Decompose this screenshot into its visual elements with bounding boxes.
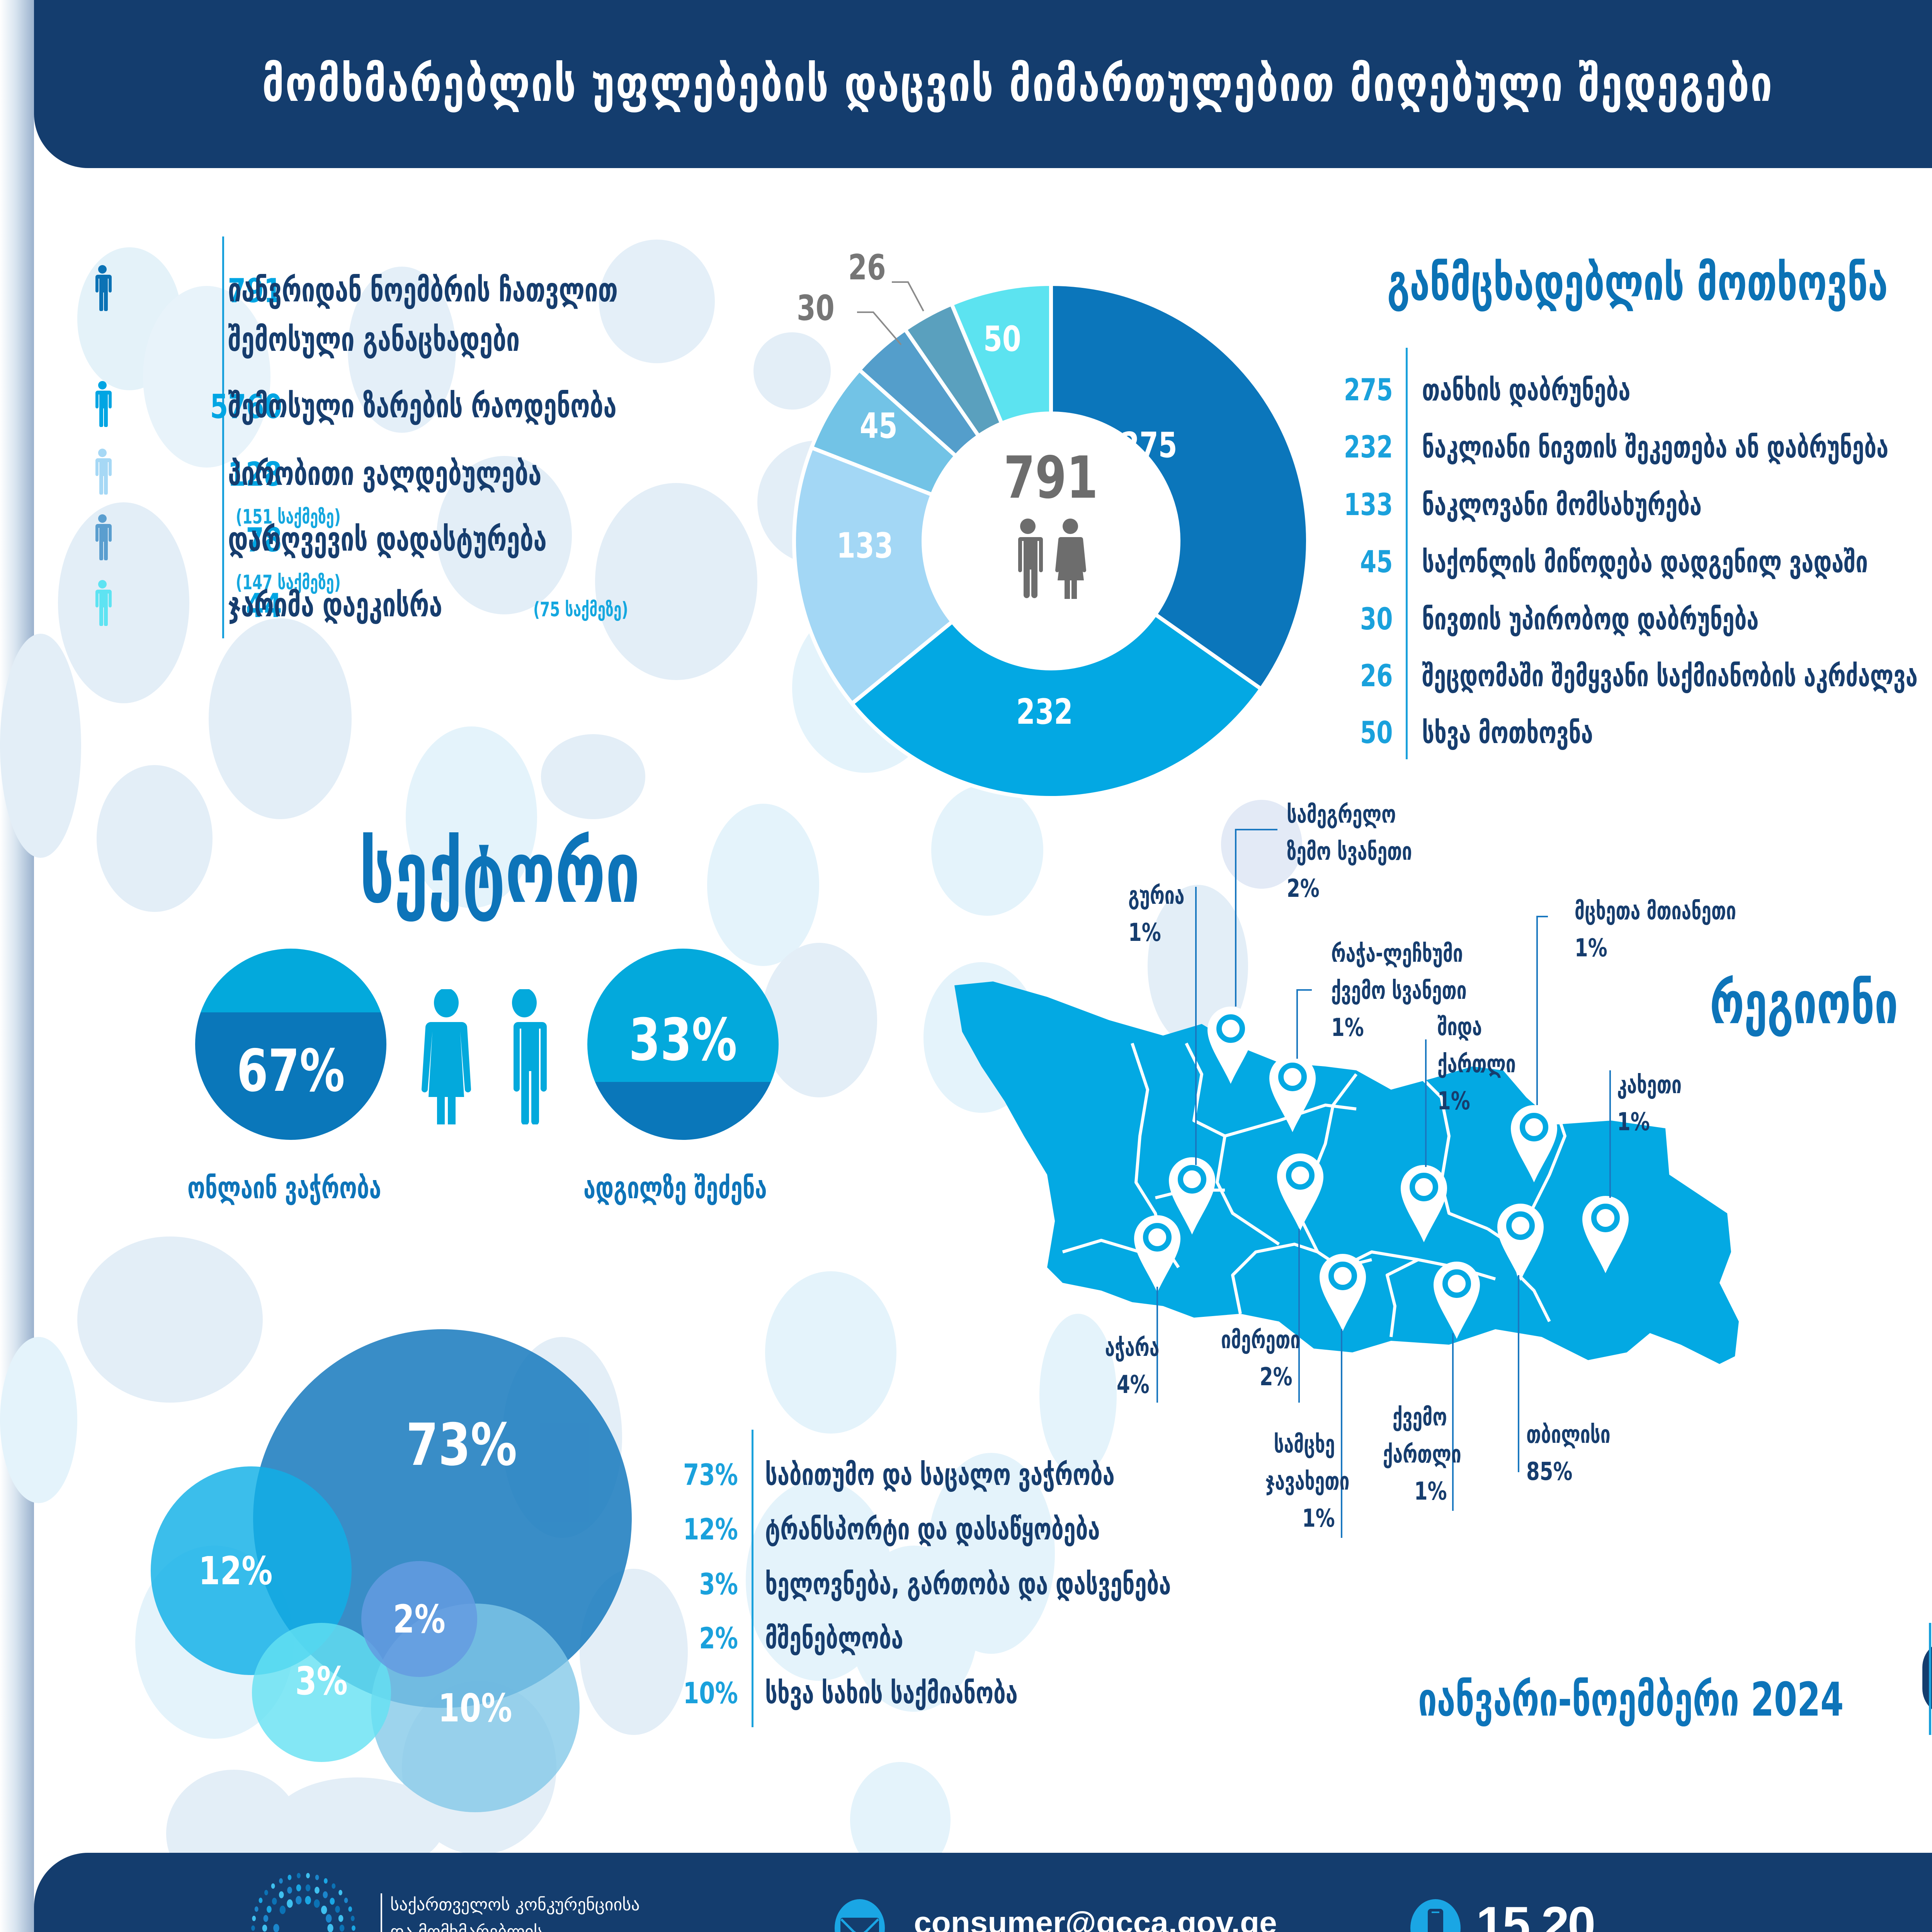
period-label: იანვარი-ნოემბერი 2024 <box>1418 1673 1844 1727</box>
donut-leader-lines <box>857 281 924 345</box>
donut-label-30: 30 <box>797 288 835 328</box>
online-pct: 67% <box>236 1037 345 1105</box>
industry-row: 12% ტრანსპორტი და დასაწყობება <box>683 1512 1100 1547</box>
request-row: 45 საქონლის მიწოდება დადგენილ ვადაში <box>1360 545 1868 580</box>
industry-divider <box>752 1430 753 1727</box>
man-woman-icon <box>422 989 547 1124</box>
stat-value: 128 <box>228 455 282 494</box>
map-pin-icon <box>1497 1204 1544 1281</box>
map-pin-icon <box>1434 1262 1480 1339</box>
offline-pct: 33% <box>629 1007 737 1074</box>
map-pin-icon <box>1511 1105 1557 1182</box>
region-label-shida-kartli: შიდა ქართლი 1% <box>1437 1013 1516 1116</box>
stat-row-violations: 78 დარღვევის დადასტურება(147 საქმეზე) <box>85 514 742 594</box>
industry-row: 10% სხვა სახის საქმიანობა <box>683 1676 1018 1711</box>
industry-row: 3% ხელოვნება, გართობა და დასვენება <box>699 1567 1171 1602</box>
request-row: 30 ნივთის უპირობოდ დაბრუნება <box>1360 602 1759 637</box>
map-pin-icon <box>1134 1215 1180 1293</box>
person-icon <box>95 381 112 427</box>
donut-total: 791 <box>1003 444 1099 512</box>
stat-row-applications: 791 იანვრიდან ნოემბრის ჩათვლით შემოსული … <box>85 265 742 359</box>
donut-label-50: 50 <box>983 319 1021 359</box>
contact-phone[interactable]: 15 20 <box>1476 1896 1595 1932</box>
industry-row: 73% საბითუმო და საცალო ვაჭრობა <box>683 1458 1115 1492</box>
agency-name: საქართველოს კონკურენციისა და მომხმარებლი… <box>390 1895 640 1932</box>
donut-label-45: 45 <box>860 406 898 446</box>
bubble-arts: 3% <box>252 1623 391 1762</box>
request-row: 50 სხვა მოთხოვნა <box>1360 716 1593 750</box>
stat-label: დარღვევის დადასტურება(147 საქმეზე) <box>228 520 547 594</box>
footer-divider <box>381 1893 382 1932</box>
agency-logo-icon <box>251 1873 355 1932</box>
stats-divider <box>222 236 224 638</box>
contact-email[interactable]: consumer@gcca.gov.ge <box>914 1905 1277 1932</box>
bubble-construction: 2% <box>361 1561 477 1677</box>
requests-divider <box>1406 348 1408 759</box>
region-label-samegrelo: სამეგრელო ზემო სვანეთი 2% <box>1287 800 1412 903</box>
requests-title: განმცხადებლის მოთხოვნა <box>1387 253 1888 312</box>
stat-label: პირობითი ვალდებულება(151 საქმეზე) <box>228 454 542 529</box>
region-label-racha: რაჭა-ლეჩხუმი ქვემო სვანეთი 1% <box>1331 939 1467 1042</box>
region-title: რეგიონი <box>1710 970 1898 1037</box>
request-row: 26 შეცდომაში შემყვანი საქმიანობის აკრძალვ… <box>1360 659 1918 694</box>
request-row: 133 ნაკლოვანი მომსახურება <box>1344 488 1702 522</box>
donut-label-275: 275 <box>1121 425 1177 466</box>
donut-label-133: 133 <box>837 526 893 566</box>
request-row: 232 ნაკლიანი ნივთის შეკეთება ან დაბრუნება <box>1344 430 1889 465</box>
stat-value: 5760 <box>210 388 282 426</box>
stat-row-conditional: 128 პირობითი ვალდებულება(151 საქმეზე) <box>85 448 742 529</box>
stat-row-calls: 5760 შემოსული ზარების რაოდენობა <box>85 381 742 427</box>
region-label-samtskhe: სამცხე ჯავახეთი 1% <box>1265 1430 1350 1533</box>
stat-label: შემოსული ზარების რაოდენობა <box>228 387 617 425</box>
stat-row-fines: 44 ჯარიმა დაეკისრა (75 საქმეზე) <box>85 580 742 626</box>
map-pin-icon <box>1401 1165 1447 1242</box>
stat-value: 44 <box>246 587 282 625</box>
request-row: 275 თანხის დაბრუნება <box>1344 373 1631 408</box>
region-label-kakheti: კახეთი 1% <box>1617 1071 1682 1136</box>
map-pin-icon <box>1169 1157 1215 1235</box>
person-icon <box>95 265 112 311</box>
sector-title: სექტორი <box>359 823 640 922</box>
person-icon <box>95 580 112 626</box>
left-edge-shadow <box>0 0 34 1932</box>
donut-label-26: 26 <box>848 247 886 288</box>
map-pin-icon <box>1320 1254 1366 1331</box>
region-label-adjara: აჭარა 4% <box>1105 1333 1160 1399</box>
donut-label-232: 232 <box>1016 692 1073 732</box>
header-banner: მომხმარებლის უფლებების დაცვის მიმართულებ… <box>34 0 1932 168</box>
requests-donut-chart: 791 26 30 275 232 133 45 50 <box>788 247 1314 804</box>
industry-row: 2% მშენებლობა <box>699 1621 903 1656</box>
map-pin-icon <box>1582 1196 1629 1273</box>
phone-icon <box>1410 1899 1461 1932</box>
page-title: მომხმარებლის უფლებების დაცვის მიმართულებ… <box>262 55 1774 113</box>
person-icon <box>95 449 112 495</box>
map-pin-icon <box>1269 1055 1316 1132</box>
region-label-guria: გურია 1% <box>1128 881 1185 947</box>
offline-label: ადგილზე შეძენა <box>583 1171 767 1206</box>
people-icon <box>1015 519 1086 599</box>
map-pin-icon <box>1208 1007 1254 1084</box>
region-label-tbilisi: თბილისი 85% <box>1526 1420 1611 1486</box>
map-pin-icon <box>1277 1153 1323 1231</box>
stat-label: ჯარიმა დაეკისრა (75 საქმეზე) <box>228 586 629 624</box>
online-circle: 67% <box>195 949 386 1140</box>
person-icon <box>95 514 112 560</box>
period-tab-line <box>1929 1623 1931 1735</box>
stat-label: იანვრიდან ნოემბრის ჩათვლით შემოსული განა… <box>228 271 618 359</box>
email-icon <box>835 1899 885 1932</box>
region-label-kvemo-kartli: ქვემო ქართლი 1% <box>1383 1403 1461 1506</box>
region-label-mtskheta: მცხეთა მთიანეთი 1% <box>1575 897 1736 963</box>
region-label-imereti: იმერეთი 2% <box>1221 1326 1301 1391</box>
offline-circle: 33% <box>587 949 779 1140</box>
stat-value: 78 <box>246 521 282 560</box>
footer-banner <box>34 1853 1932 1932</box>
online-label: ონლაინ ვაჭრობა <box>187 1171 381 1206</box>
stat-value: 791 <box>228 272 282 310</box>
